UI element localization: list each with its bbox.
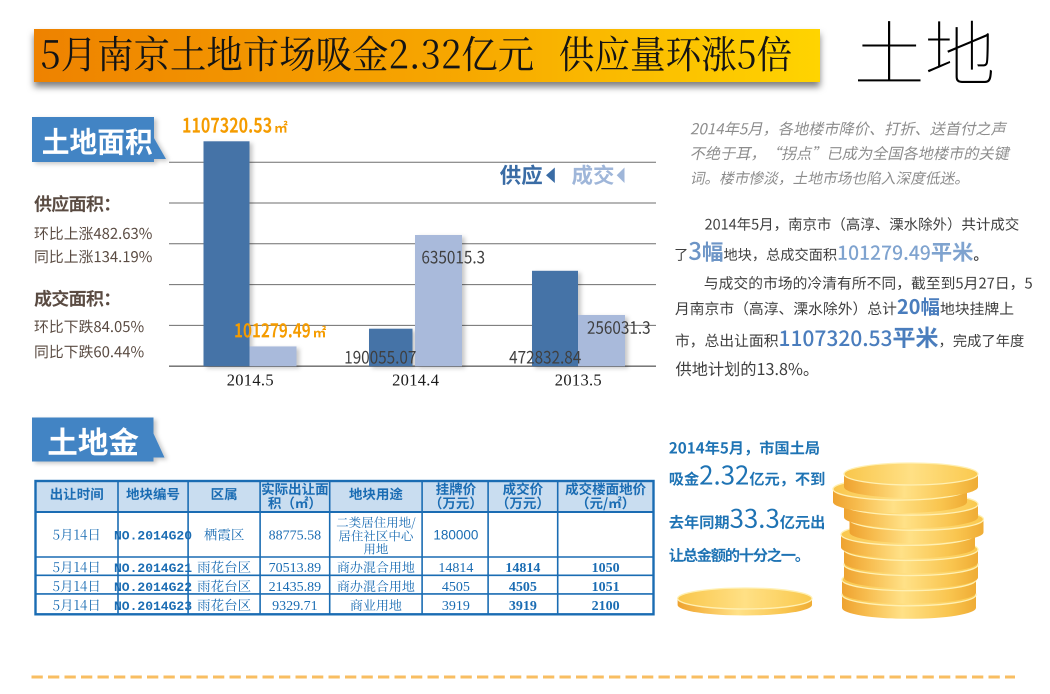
svg-text:14814: 14814 [438, 561, 473, 576]
svg-text:1051: 1051 [592, 580, 620, 595]
svg-text:2014.4: 2014.4 [392, 371, 439, 390]
svg-text:NO.2014G21: NO.2014G21 [114, 561, 192, 576]
svg-text:88775.58: 88775.58 [269, 529, 322, 544]
svg-text:3919: 3919 [442, 599, 470, 614]
svg-text:2100: 2100 [592, 599, 620, 614]
svg-text:NO.2014G23: NO.2014G23 [114, 599, 192, 614]
svg-text:1050: 1050 [592, 561, 620, 576]
svg-text:3919: 3919 [509, 599, 537, 614]
svg-text:4505: 4505 [442, 580, 470, 595]
svg-text:4505: 4505 [509, 580, 537, 595]
svg-text:70513.89: 70513.89 [269, 561, 322, 576]
svg-text:180000: 180000 [433, 528, 478, 543]
svg-text:NO.2014G22: NO.2014G22 [114, 580, 192, 595]
svg-text:9329.71: 9329.71 [272, 599, 318, 614]
svg-text:2013.5: 2013.5 [555, 371, 602, 390]
svg-text:14814: 14814 [505, 561, 540, 576]
svg-text:2014.5: 2014.5 [227, 371, 274, 390]
svg-text:21435.89: 21435.89 [269, 580, 322, 595]
svg-text:NO.2014G20: NO.2014G20 [114, 529, 192, 544]
